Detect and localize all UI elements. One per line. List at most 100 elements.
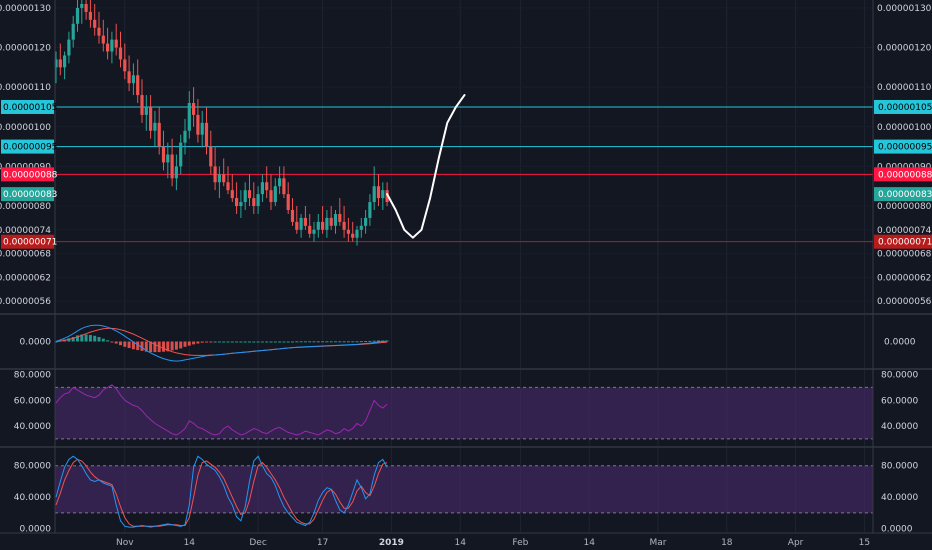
candle-body[interactable] (123, 59, 127, 72)
price-macd-divider[interactable] (0, 313, 932, 315)
macd-histogram-bar[interactable] (187, 341, 191, 346)
macd-histogram-bar[interactable] (248, 341, 251, 343)
candle-body[interactable] (230, 190, 234, 199)
macd-histogram-bar[interactable] (235, 341, 239, 343)
candle-body[interactable] (295, 221, 299, 230)
macd-histogram-bar[interactable] (329, 341, 333, 343)
candle-body[interactable] (58, 59, 62, 68)
candle-body[interactable] (217, 174, 221, 183)
candle-body[interactable] (153, 122, 157, 131)
candle-body[interactable] (308, 225, 312, 234)
rsi-stoch-divider[interactable] (0, 446, 932, 448)
macd-histogram-bar[interactable] (303, 341, 307, 343)
macd-histogram-bar[interactable] (192, 341, 196, 345)
macd-histogram-bar[interactable] (334, 341, 337, 343)
candle-body[interactable] (209, 146, 213, 167)
candle-body[interactable] (372, 186, 376, 203)
candle-body[interactable] (303, 217, 307, 226)
candle-body[interactable] (299, 217, 303, 230)
macd-histogram-bar[interactable] (127, 341, 131, 349)
candle-body[interactable] (174, 166, 178, 179)
candle-body[interactable] (93, 19, 97, 28)
price-panel[interactable]: 0.00000130 0.00000130 0.00000120 0.00000120… (0, 0, 932, 307)
candle-body[interactable] (71, 23, 75, 40)
macd-histogram-bar[interactable] (149, 341, 153, 353)
candle-body[interactable] (286, 194, 290, 210)
candle-body[interactable] (351, 233, 355, 238)
candle-body[interactable] (222, 174, 226, 183)
macd-histogram-bar[interactable] (196, 341, 200, 344)
macd-histogram-bar[interactable] (179, 341, 183, 349)
candle-body[interactable] (316, 221, 320, 230)
macd-histogram-bar[interactable] (381, 340, 385, 342)
candle-body[interactable] (273, 186, 277, 203)
candle-body[interactable] (101, 35, 105, 44)
macd-histogram-bar[interactable] (131, 341, 135, 350)
candle-body[interactable] (226, 182, 230, 191)
candle-body[interactable] (256, 194, 260, 207)
candle-body[interactable] (166, 154, 170, 163)
candle-body[interactable] (170, 154, 174, 179)
candle-body[interactable] (131, 75, 135, 84)
candle-body[interactable] (269, 190, 273, 203)
candle-body[interactable] (157, 122, 161, 147)
macd-histogram-bar[interactable] (213, 341, 217, 343)
macd-histogram-bar[interactable] (230, 341, 234, 343)
candle-body[interactable] (381, 190, 385, 199)
macd-histogram-bar[interactable] (338, 341, 342, 343)
macd-histogram-bar[interactable] (321, 341, 325, 343)
candle-body[interactable] (67, 39, 71, 56)
macd-histogram-bar[interactable] (260, 341, 264, 343)
macd-histogram-bar[interactable] (368, 340, 372, 342)
macd-histogram-bar[interactable] (205, 341, 208, 343)
macd-histogram-bar[interactable] (342, 341, 346, 343)
macd-histogram-bar[interactable] (144, 341, 148, 352)
macd-histogram-bar[interactable] (153, 341, 157, 353)
projection-drawing[interactable] (386, 94, 466, 239)
candle-body[interactable] (75, 7, 80, 24)
macd-histogram-bar[interactable] (174, 341, 178, 350)
macd-histogram-bar[interactable] (299, 341, 303, 343)
macd-histogram-bar[interactable] (252, 341, 256, 343)
macd-histogram-bar[interactable] (346, 341, 350, 343)
macd-histogram-bar[interactable] (88, 334, 92, 342)
macd-signal-line[interactable] (55, 327, 388, 356)
candle-body[interactable] (247, 190, 252, 199)
macd-histogram-bar[interactable] (295, 341, 299, 343)
candle-body[interactable] (187, 103, 191, 131)
macd-histogram-bar[interactable] (97, 337, 101, 342)
macd-histogram-bar[interactable] (119, 341, 122, 346)
macd-line[interactable] (55, 324, 388, 362)
candle-body[interactable] (144, 106, 148, 115)
candle-body[interactable] (359, 225, 363, 230)
macd-histogram-bar[interactable] (217, 341, 221, 343)
candle-body[interactable] (321, 221, 325, 230)
macd-histogram-bar[interactable] (308, 341, 312, 343)
candle-body[interactable] (290, 209, 295, 222)
candle-body[interactable] (364, 217, 368, 226)
macd-histogram-bar[interactable] (269, 341, 273, 343)
stochastic-panel[interactable]: 80.0000 80.0000 40.0000 40.0000 0.0000 0.0000 (14, 455, 919, 535)
candle-body[interactable] (312, 229, 316, 234)
candle-body[interactable] (110, 39, 114, 52)
candle-body[interactable] (106, 43, 110, 52)
macd-histogram-bar[interactable] (183, 341, 187, 347)
candle-body[interactable] (329, 217, 333, 226)
macd-histogram-bar[interactable] (239, 341, 243, 343)
candle-body[interactable] (127, 71, 131, 84)
macd-histogram-bar[interactable] (71, 337, 75, 342)
candle-body[interactable] (376, 186, 381, 199)
candle-body[interactable] (260, 182, 264, 195)
macd-histogram-bar[interactable] (200, 341, 204, 343)
macd-histogram-bar[interactable] (114, 341, 118, 344)
macd-histogram-bar[interactable] (325, 341, 329, 343)
rsi-panel[interactable]: 80.0000 80.0000 60.0000 60.0000 40.0000 40.00… (14, 371, 919, 436)
candle-body[interactable] (80, 3, 84, 8)
macd-histogram-bar[interactable] (222, 341, 226, 343)
candle-body[interactable] (338, 213, 342, 222)
macd-histogram-bar[interactable] (372, 340, 376, 342)
macd-histogram-bar[interactable] (355, 341, 359, 343)
candle-body[interactable] (278, 178, 282, 187)
candle-body[interactable] (88, 11, 92, 20)
